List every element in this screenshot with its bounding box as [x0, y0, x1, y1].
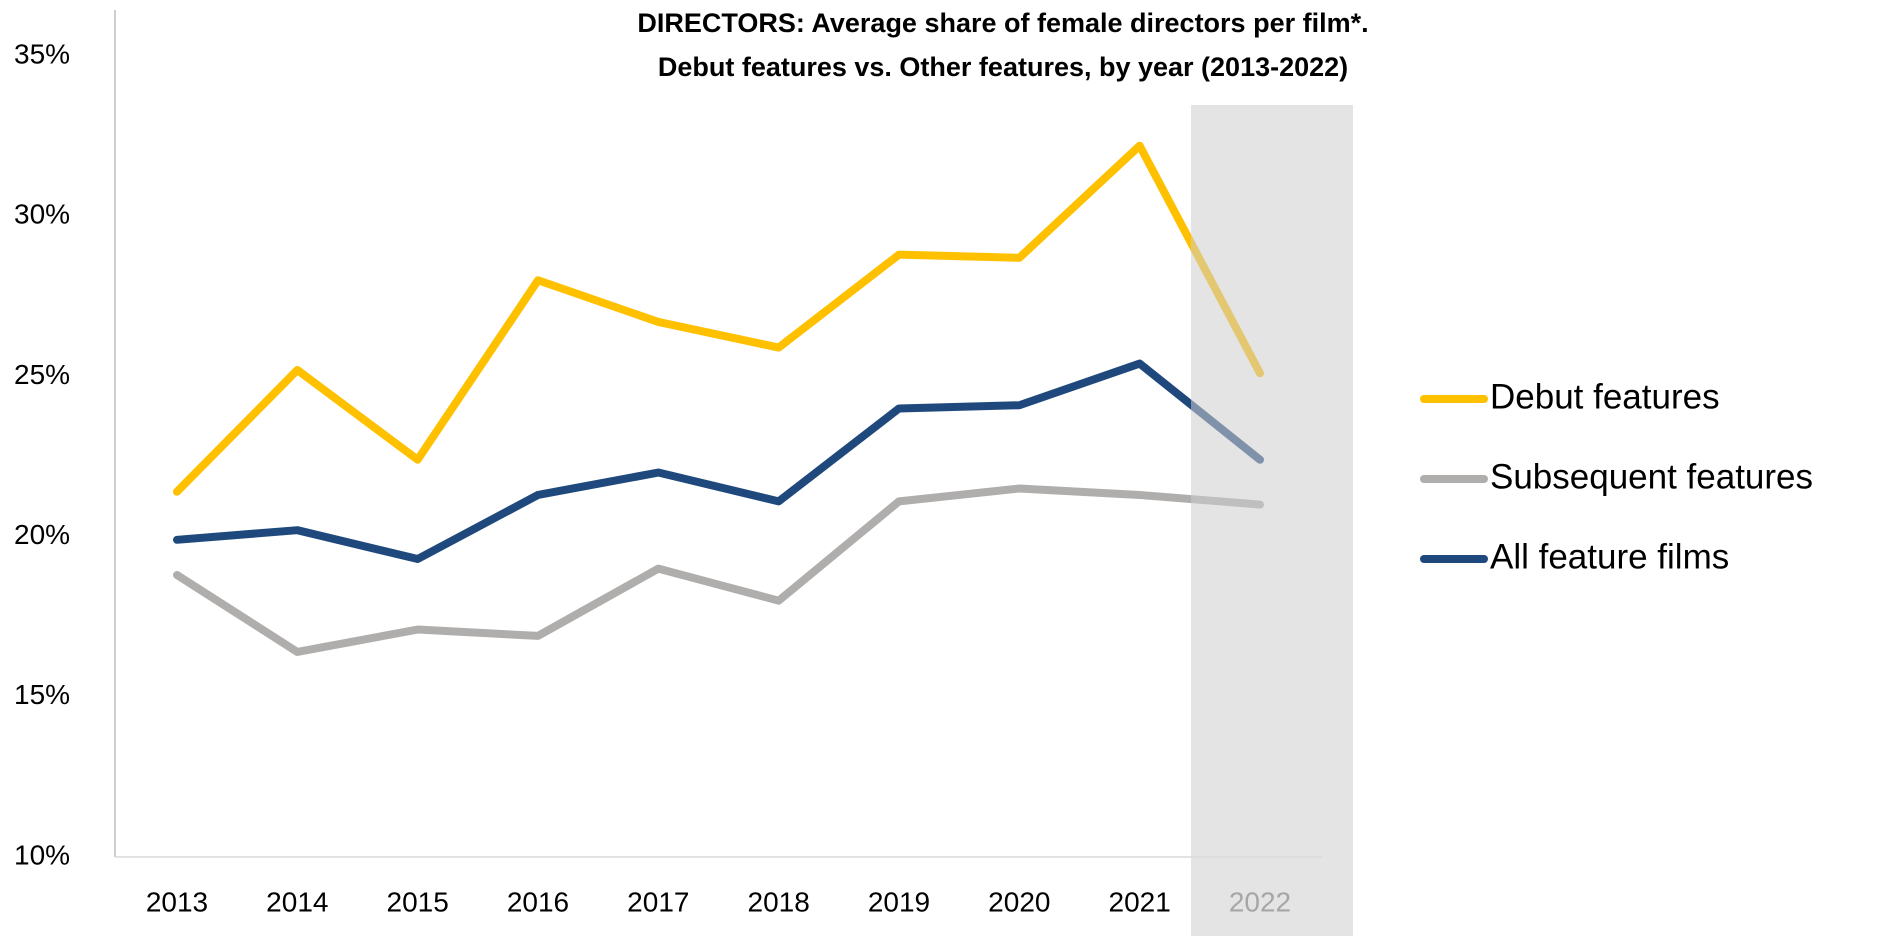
- x-tick-label: 2014: [266, 886, 328, 917]
- series-line: [173, 141, 1264, 496]
- x-tick-label: 2022: [1229, 886, 1291, 917]
- x-tick-label: 2013: [146, 886, 208, 917]
- chart-title: DIRECTORS: Average share of female direc…: [637, 8, 1368, 38]
- y-tick-label: 25%: [14, 359, 70, 390]
- y-tick-label: 15%: [14, 679, 70, 710]
- x-tick-label: 2019: [868, 886, 930, 917]
- legend-label: All feature films: [1490, 537, 1729, 576]
- legend-label: Subsequent features: [1490, 457, 1813, 496]
- x-tick-label: 2021: [1109, 886, 1171, 917]
- x-tick-label: 2018: [748, 886, 810, 917]
- x-tick-label: 2017: [627, 886, 689, 917]
- lines: [173, 141, 1264, 656]
- legend-label: Debut features: [1490, 377, 1720, 416]
- x-tick-label: 2020: [988, 886, 1050, 917]
- y-tick-label: 10%: [14, 839, 70, 870]
- series-line: [173, 359, 1264, 564]
- y-tick-label: 30%: [14, 199, 70, 230]
- x-tick-label: 2015: [387, 886, 449, 917]
- series-line: [173, 484, 1264, 656]
- highlight-band: [1191, 105, 1353, 936]
- chart-subtitle: Debut features vs. Other features, by ye…: [658, 52, 1348, 82]
- y-tick-label: 35%: [14, 38, 70, 69]
- x-tick-label: 2016: [507, 886, 569, 917]
- y-tick-label: 20%: [14, 519, 70, 550]
